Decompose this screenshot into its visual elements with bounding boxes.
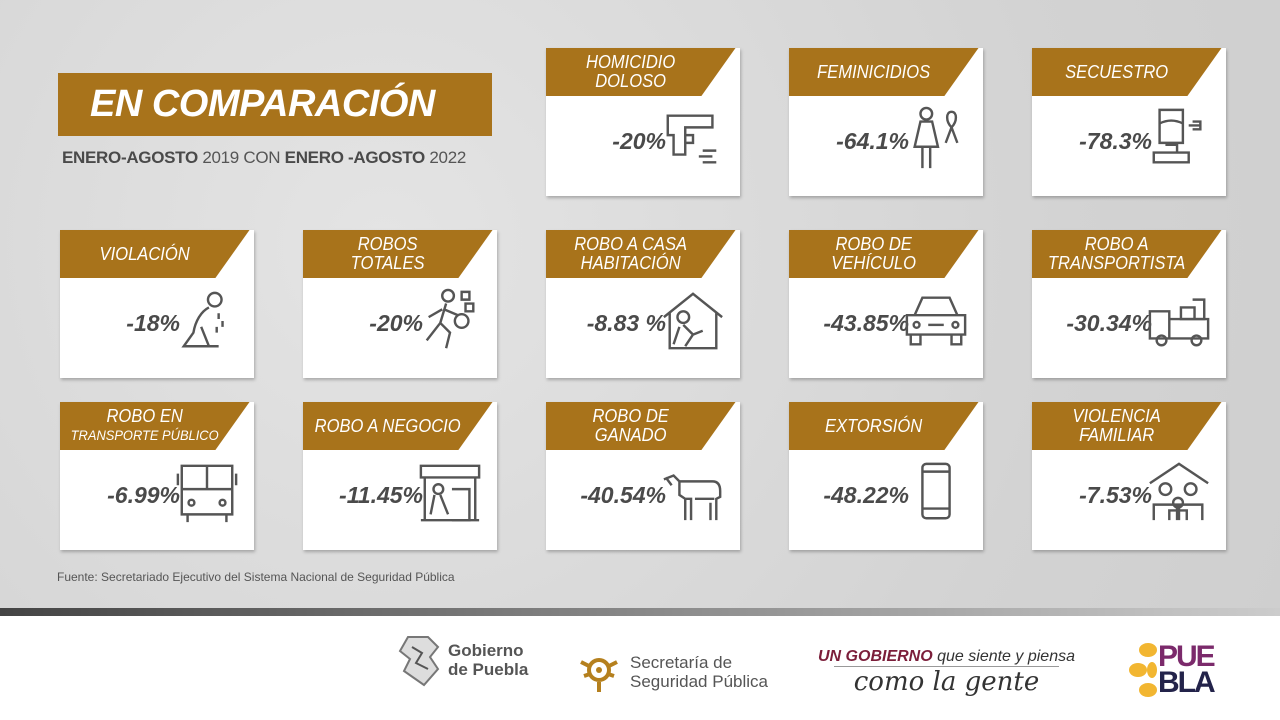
slogan-b: que siente y piensa [932,648,1075,665]
period-a: ENERO-AGOSTO [62,148,198,167]
slogan-c: como la gente [833,666,1060,697]
card-value: -43.85% [823,310,909,336]
year-a: 2019 CON [197,148,285,167]
card-value: -64.1% [836,128,909,154]
card-label-line1: VIOLENCIA [1072,406,1161,426]
gobierno-emblem-icon [398,636,440,687]
phone-icon [921,462,951,520]
year-b: 2022 [424,148,467,167]
hostage-icon [1152,108,1202,164]
card-header: VIOLACIÓN [60,230,250,278]
card-label-line2: VEHÍCULO [831,253,916,273]
card-label-line2: HABITACIÓN [580,253,681,273]
card-label-line1: ROBO A CASA [574,234,688,254]
card-label-line1: EXTORSIÓN [825,415,923,436]
card-label-line1: ROBO A [1084,234,1149,254]
pue-text: PUE [1158,640,1216,673]
card-header: EXTORSIÓN [789,402,979,450]
card-robo-a-transportista: ROBO A TRANSPORTISTA -30.34% [1032,230,1226,378]
truck-icon [1148,298,1210,347]
thief-running-icon [425,288,475,349]
card-robo-en-transporte-público: ROBO EN TRANSPORTE PÚBLICO -6.99% [60,402,254,550]
card-violación: VIOLACIÓN -18% [60,230,254,378]
card-header: ROBOS TOTALES [303,230,493,278]
card-label-line1: ROBO DE [835,234,912,254]
gobierno-puebla-logo: Gobierno de Puebla [398,632,528,688]
pistol-icon [666,114,717,164]
card-label-line2: GANADO [594,425,667,445]
divider-bar [0,608,1280,616]
bla-text: BLA [1158,666,1216,699]
ssp-logo: Secretaría de Seguridad Pública [576,650,768,694]
card-header: ROBO A NEGOCIO [303,402,493,450]
slogan: UN GOBIERNO que siente y piensa como la … [818,648,1075,697]
slogan-a: UN GOBIERNO [818,648,933,665]
card-header: VIOLENCIA FAMILIAR [1032,402,1222,450]
cow-icon [663,474,722,521]
card-header: ROBO A TRANSPORTISTA [1032,230,1222,278]
gobierno-text: Gobierno [448,641,524,660]
card-label-line1: FEMINICIDIOS [817,61,931,82]
puebla-logo: PUE BLA [1128,640,1216,700]
card-robos-totales: ROBOS TOTALES -20% [303,230,497,378]
card-robo-de-ganado: ROBO DE GANADO -40.54% [546,402,740,550]
card-violencia-familiar: VIOLENCIA FAMILIAR -7.53% [1032,402,1226,550]
card-label-line2: FAMILIAR [1079,425,1155,445]
page-title: EN COMPARACIÓN [58,73,492,136]
card-header: ROBO EN TRANSPORTE PÚBLICO [60,402,250,450]
subtitle: ENERO-AGOSTO 2019 CON ENERO -AGOSTO 2022 [62,148,466,168]
card-label-line2: TRANSPORTE PÚBLICO [70,427,219,443]
card-value: -8.83 % [586,310,666,336]
card-label-line1: ROBO EN [106,406,183,426]
card-label-line2: TRANSPORTISTA [1047,253,1186,273]
card-value: -20% [612,128,666,154]
card-value: -7.53% [1079,482,1152,508]
card-label-line1: VIOLACIÓN [99,243,190,264]
family-house-icon [1149,462,1209,521]
card-feminicidios: FEMINICIDIOS -64.1% [789,48,983,196]
card-extorsión: EXTORSIÓN -48.22% [789,402,983,550]
card-value: -20% [369,310,423,336]
card-value: -30.34% [1066,310,1152,336]
card-robo-a-negocio: ROBO A NEGOCIO -11.45% [303,402,497,550]
card-value: -40.54% [580,482,666,508]
secretaria-text: Secretaría de [630,653,733,672]
card-header: ROBO A CASA HABITACIÓN [546,230,736,278]
card-value: -78.3% [1079,128,1152,154]
card-value: -11.45% [339,482,423,508]
house-burglar-icon [663,292,723,350]
card-header: SECUESTRO [1032,48,1222,96]
card-header: FEMINICIDIOS [789,48,979,96]
card-header: HOMICIDIO DOLOSO [546,48,736,96]
card-homicidio-doloso: HOMICIDIO DOLOSO -20% [546,48,740,196]
card-robo-a-casa-habitación: ROBO A CASA HABITACIÓN -8.83 % [546,230,740,378]
source-note: Fuente: Secretariado Ejecutivo del Siste… [57,570,455,584]
card-label-line2: TOTALES [350,253,425,273]
card-value: -6.99% [107,482,180,508]
crying-person-icon [181,291,224,348]
card-label-line1: ROBOS [357,234,418,254]
card-label-line1: ROBO A NEGOCIO [314,415,461,436]
card-secuestro: SECUESTRO -78.3% [1032,48,1226,196]
period-b: ENERO -AGOSTO [284,148,426,167]
card-label-line2: DOLOSO [595,71,667,91]
card-header: ROBO DE GANADO [546,402,736,450]
ssp-emblem-icon [580,658,618,692]
woman-ribbon-icon [913,106,959,169]
card-value: -48.22% [823,482,909,508]
car-icon [905,296,967,346]
card-value: -18% [126,310,180,336]
seguridad-publica-text: Seguridad Pública [630,672,768,691]
de-puebla-text: de Puebla [448,660,529,679]
card-header: ROBO DE VEHÍCULO [789,230,979,278]
card-label-line1: HOMICIDIO [586,52,676,72]
bus-icon [176,464,238,523]
card-label-line1: SECUESTRO [1065,61,1169,82]
store-icon [419,464,481,522]
puebla-flower-icon [1129,643,1157,697]
card-label-line1: ROBO DE [592,406,669,426]
card-robo-de-vehículo: ROBO DE VEHÍCULO -43.85% [789,230,983,378]
